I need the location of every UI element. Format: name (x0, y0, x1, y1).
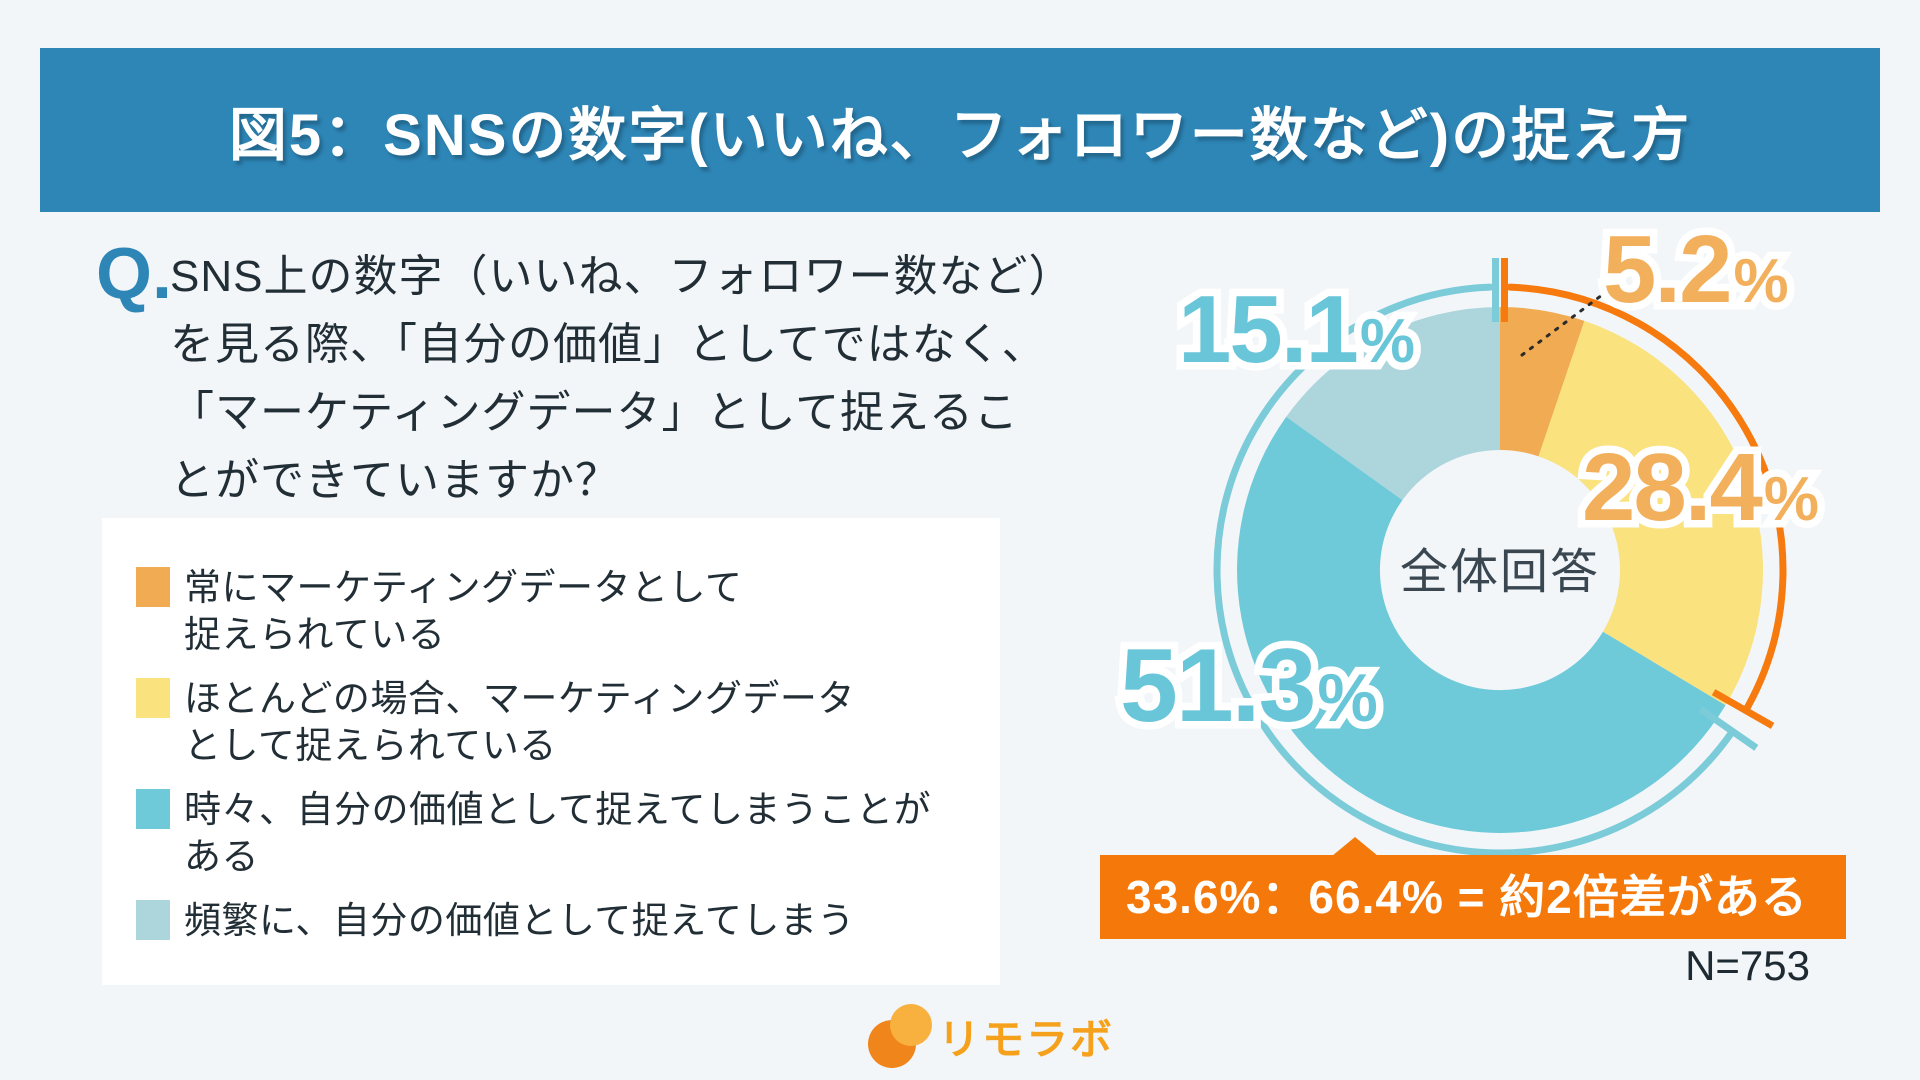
legend-swatch-yellow (136, 678, 170, 718)
percent-label-28-4: 28.4% 28.4% (1575, 432, 1827, 543)
legend-swatch-teal (136, 789, 170, 829)
legend-item: 時々、自分の価値として捉えてしまうことが ある (136, 786, 1000, 880)
legend-label: 常にマーケティングデータとして 捉えられている (184, 567, 743, 655)
logo-circle-icon (890, 1004, 932, 1046)
question-line: とができていますか？ (170, 456, 620, 505)
legend-item: ほとんどの場合、マーケティングデータ として捉えられている (136, 675, 1000, 769)
percent-label-5-2: 5.2% 5.2% (1595, 214, 1796, 325)
question-line: を見る際、「自分の価値」としてではなく、 (170, 320, 1047, 369)
sample-size: N=753 (1685, 942, 1810, 989)
percent-label-15-1: 15.1% 15.1% (1171, 274, 1423, 385)
logo-wordmark: リモラボ (938, 1016, 1115, 1063)
legend-label: ほとんどの場合、マーケティングデータ として捉えられている (184, 678, 855, 766)
annotation-banner: 33.6%：66.4% = 約2倍差がある (1100, 837, 1846, 939)
question-line: 「マーケティングデータ」として捉えるこ (170, 388, 1019, 437)
percent-label-51-3: 51.3% 51.3% (1112, 627, 1385, 746)
donut-center-label: 全体回答 (1399, 546, 1600, 599)
legend-item: 常にマーケティングデータとして 捉えられている (136, 564, 1000, 658)
donut-chart (1213, 258, 1787, 857)
question-line: SNS上の数字（いいね、フォロワー数など） (170, 252, 1074, 301)
annotation-text: 33.6%：66.4% = 約2倍差がある (1126, 871, 1808, 923)
legend-label: 頻繁に、自分の価値として捉えてしまう (184, 900, 855, 941)
page-title: 図5：SNSの数字(いいね、フォロワー数など)の捉え方 (228, 103, 1692, 168)
annotation-pointer (1332, 837, 1378, 856)
legend-label: 時々、自分の価値として捉えてしまうことが ある (184, 789, 932, 877)
header-banner: 図5：SNSの数字(いいね、フォロワー数など)の捉え方 (40, 48, 1880, 212)
question-mark: Q. (96, 234, 173, 314)
legend-swatch-orange (136, 567, 170, 607)
legend-box: 常にマーケティングデータとして 捉えられている ほとんどの場合、マーケティングデ… (102, 518, 1000, 985)
legend-item: 頻繁に、自分の価値として捉えてしまう (136, 897, 1000, 944)
question-text: SNS上の数字（いいね、フォロワー数など） を見る際、「自分の価値」としてではな… (170, 243, 1130, 515)
legend-swatch-lightblue (136, 900, 170, 940)
